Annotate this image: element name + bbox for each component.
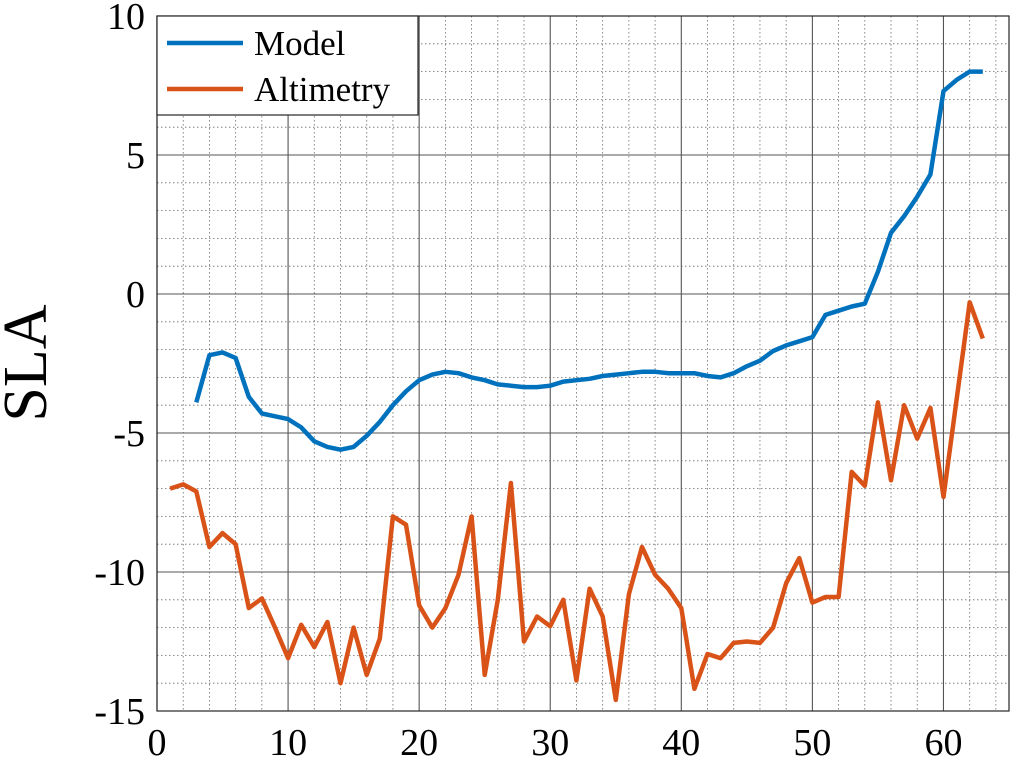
y-axis-label: SLA bbox=[0, 304, 60, 421]
legend: Model Altimetry bbox=[156, 15, 419, 116]
y-tick-label: -10 bbox=[94, 552, 145, 594]
y-tick-label: 0 bbox=[126, 274, 145, 316]
legend-label-altimetry: Altimetry bbox=[254, 70, 391, 109]
y-tick-label: 10 bbox=[107, 0, 145, 38]
x-tick-label: 0 bbox=[148, 722, 167, 764]
y-tick-labels: 10 5 0 -5 -10 -15 bbox=[94, 0, 145, 733]
x-tick-label: 40 bbox=[662, 722, 700, 764]
legend-box bbox=[156, 15, 419, 116]
y-tick-label: 5 bbox=[126, 135, 145, 177]
plot-frame bbox=[156, 15, 1010, 712]
y-tick-label: -15 bbox=[94, 691, 145, 733]
x-tick-labels: 0 10 20 30 40 50 60 bbox=[148, 722, 963, 764]
x-tick-label: 60 bbox=[924, 722, 962, 764]
series-line-altimetry bbox=[169, 300, 985, 703]
series-lines bbox=[169, 69, 985, 703]
x-tick-label: 50 bbox=[793, 722, 831, 764]
y-tick-label: -5 bbox=[113, 413, 145, 455]
major-grid bbox=[156, 15, 1009, 712]
x-tick-label: 20 bbox=[400, 722, 438, 764]
series-line-model bbox=[194, 69, 983, 452]
legend-label-model: Model bbox=[254, 24, 346, 63]
x-tick-label: 10 bbox=[269, 722, 307, 764]
minor-grid bbox=[157, 16, 1009, 711]
x-tick-label: 30 bbox=[531, 722, 569, 764]
